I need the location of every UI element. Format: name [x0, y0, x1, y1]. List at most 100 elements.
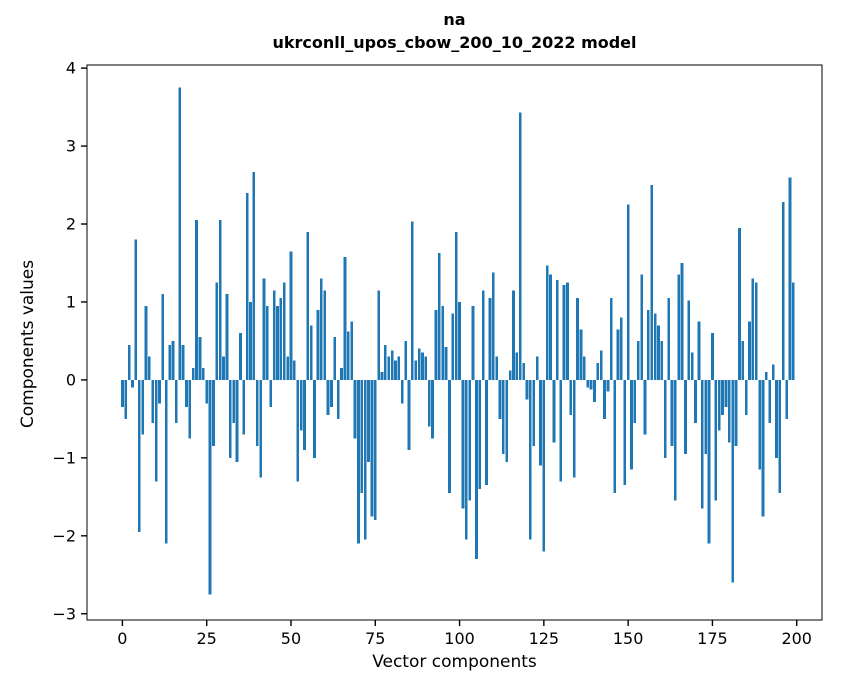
bar — [444, 347, 448, 380]
bar — [498, 379, 502, 419]
bar — [633, 379, 637, 423]
bar — [572, 379, 576, 478]
bar — [535, 356, 539, 380]
bar — [377, 290, 380, 380]
bar — [613, 379, 616, 493]
bar — [589, 379, 593, 390]
bar — [781, 202, 785, 380]
bar — [175, 379, 178, 423]
bar — [596, 362, 600, 380]
bar — [151, 379, 155, 423]
bar — [549, 274, 552, 380]
bar — [252, 171, 256, 380]
bar — [326, 379, 330, 415]
bar — [687, 300, 691, 380]
bar — [319, 278, 323, 380]
bar — [269, 379, 273, 408]
bar — [657, 325, 660, 380]
bar — [249, 301, 252, 380]
bar — [370, 379, 374, 517]
bar — [424, 356, 428, 380]
bar — [620, 317, 623, 380]
bar — [239, 333, 242, 380]
bar — [127, 344, 131, 380]
bar — [545, 265, 549, 380]
bar — [400, 379, 404, 404]
chart-title-line2: ukrconll_upos_cbow_200_10_2022 model — [272, 33, 637, 52]
bar — [134, 239, 138, 380]
x-axis-label: Vector components — [372, 652, 537, 672]
x-tick-label: 175 — [697, 629, 728, 648]
bar — [748, 321, 751, 380]
x-tick-label: 75 — [365, 629, 385, 648]
bar — [741, 340, 745, 380]
x-tick-label: 50 — [281, 629, 301, 648]
bar — [154, 379, 158, 482]
bar — [609, 298, 613, 380]
bar — [579, 329, 583, 380]
bar — [343, 256, 347, 380]
bar — [421, 352, 424, 380]
bar — [606, 379, 610, 392]
bar — [697, 321, 701, 380]
bar — [562, 284, 566, 380]
bar — [255, 379, 259, 447]
bar — [404, 340, 407, 380]
y-tick-label: 4 — [66, 59, 76, 78]
bar — [650, 185, 654, 380]
bar — [266, 305, 269, 380]
bar — [771, 364, 775, 380]
bar — [195, 220, 198, 380]
bar — [218, 220, 222, 380]
bar — [704, 379, 708, 454]
bar — [191, 368, 195, 380]
bar — [384, 344, 387, 380]
bar — [454, 231, 458, 380]
bar — [684, 379, 687, 454]
bar — [680, 262, 684, 380]
bar — [353, 379, 357, 439]
bar — [791, 282, 795, 380]
bar — [340, 368, 343, 380]
bar — [448, 379, 451, 493]
bar — [185, 379, 188, 408]
bar — [630, 379, 633, 470]
bar — [262, 278, 266, 380]
y-tick-label: −3 — [52, 604, 76, 623]
bar — [181, 344, 185, 380]
bar — [222, 356, 225, 380]
bar — [502, 379, 505, 454]
bar — [242, 379, 246, 435]
bar — [201, 368, 205, 380]
bar — [131, 379, 134, 388]
bar — [623, 379, 627, 486]
bar — [468, 379, 472, 501]
bar — [276, 305, 279, 380]
bar — [228, 379, 232, 458]
bar — [397, 356, 401, 380]
bar — [707, 379, 711, 544]
bar — [148, 356, 151, 380]
bar — [363, 379, 367, 540]
bar — [309, 325, 313, 380]
bar — [775, 379, 778, 458]
bar — [616, 329, 620, 380]
bar — [663, 379, 667, 458]
bar — [515, 352, 519, 380]
x-tick-label: 150 — [613, 629, 644, 648]
bar — [360, 379, 364, 493]
bar — [306, 231, 310, 380]
y-tick-label: 0 — [66, 370, 76, 389]
bar — [282, 282, 286, 380]
bar — [259, 379, 262, 478]
chart-title-line1: na — [443, 10, 466, 29]
bar — [330, 379, 333, 408]
bar — [724, 379, 728, 408]
bar — [245, 192, 249, 380]
bar — [495, 356, 498, 380]
bar — [586, 379, 590, 388]
bar — [316, 309, 320, 380]
bar — [323, 290, 327, 380]
x-tick-label: 100 — [444, 629, 475, 648]
